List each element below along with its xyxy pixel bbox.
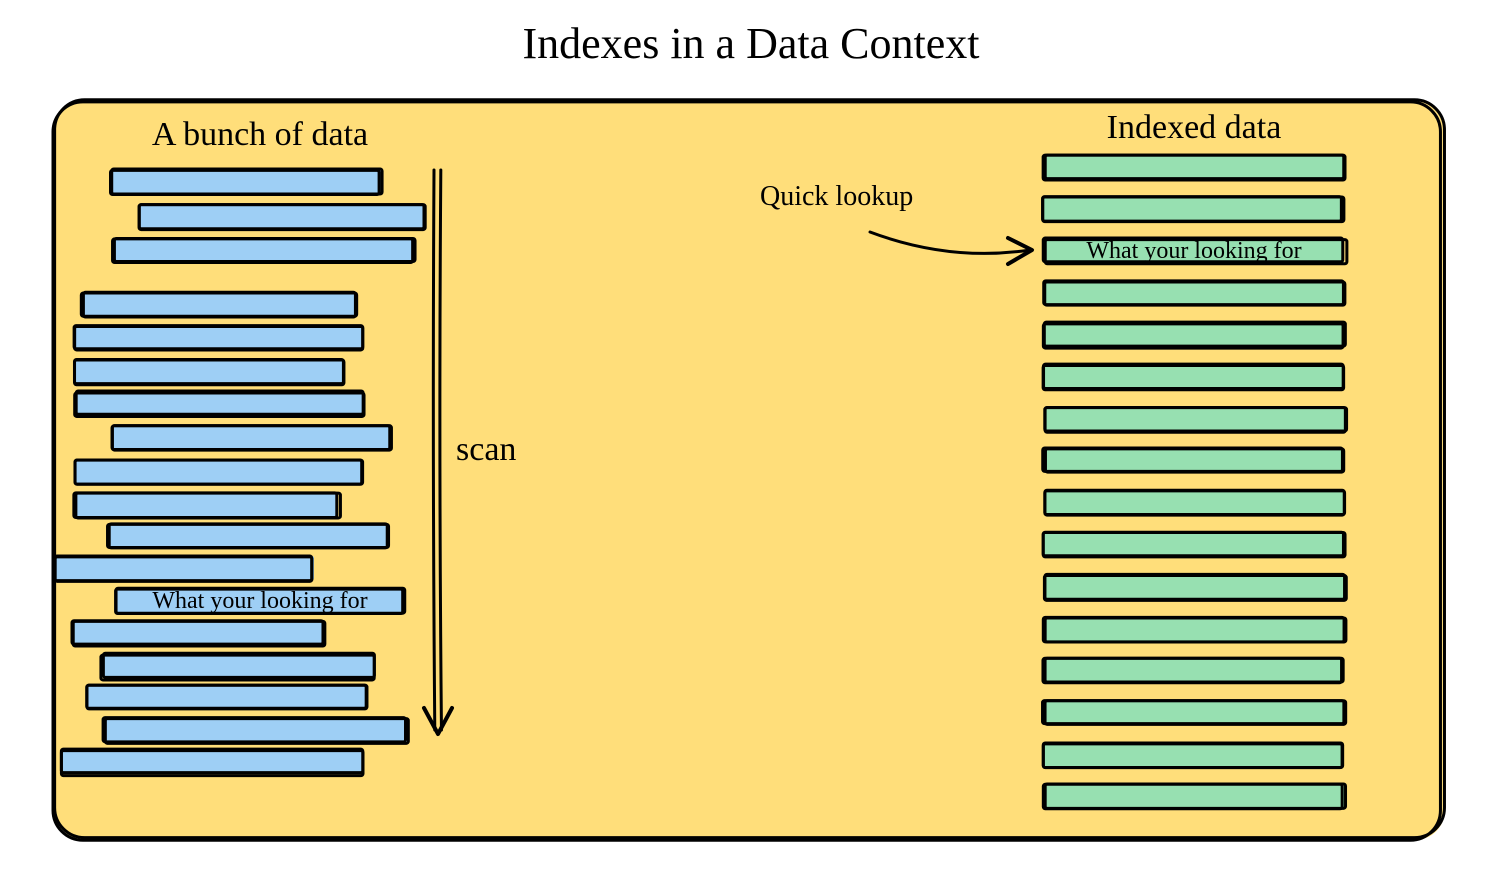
left-bar xyxy=(103,718,408,744)
right-bar xyxy=(1044,407,1347,432)
left-bar xyxy=(74,492,341,518)
right-bar xyxy=(1043,617,1346,642)
right-bar xyxy=(1043,701,1346,725)
left-bar xyxy=(75,391,364,416)
right-target-label: What your looking for xyxy=(1086,238,1301,264)
left-bar xyxy=(101,653,374,680)
right-bar-target: What your looking for xyxy=(1043,238,1347,264)
left-bar xyxy=(74,460,363,484)
right-bar xyxy=(1043,448,1344,473)
right-bar xyxy=(1043,743,1344,768)
left-bar xyxy=(72,621,325,646)
right-bar xyxy=(1043,322,1345,348)
left-bar xyxy=(81,292,356,317)
left-bar xyxy=(74,359,343,385)
right-bar xyxy=(1043,784,1345,809)
left-bar xyxy=(113,238,416,262)
right-bar xyxy=(1044,281,1345,305)
left-bar xyxy=(138,205,425,230)
left-bar xyxy=(55,556,314,581)
right-bar xyxy=(1043,197,1344,222)
right-bar xyxy=(1044,490,1345,515)
left-bar xyxy=(86,685,367,710)
left-bar xyxy=(111,169,383,195)
left-bar xyxy=(74,326,364,350)
right-bar xyxy=(1043,364,1344,390)
diagram-title: Indexes in a Data Context xyxy=(523,19,980,68)
left-heading: A bunch of data xyxy=(152,116,368,153)
left-bar xyxy=(61,749,364,775)
lookup-label: Quick lookup xyxy=(760,181,913,212)
right-bar xyxy=(1043,532,1345,557)
left-bar xyxy=(112,425,391,450)
right-bar xyxy=(1044,574,1346,600)
left-bar xyxy=(108,524,389,548)
left-bar-target: What your looking for xyxy=(116,588,405,614)
left-target-label: What your looking for xyxy=(152,588,367,614)
right-bar xyxy=(1043,658,1344,683)
right-heading: Indexed data xyxy=(1107,109,1282,146)
right-bar xyxy=(1043,155,1345,180)
scan-label: scan xyxy=(456,431,516,468)
